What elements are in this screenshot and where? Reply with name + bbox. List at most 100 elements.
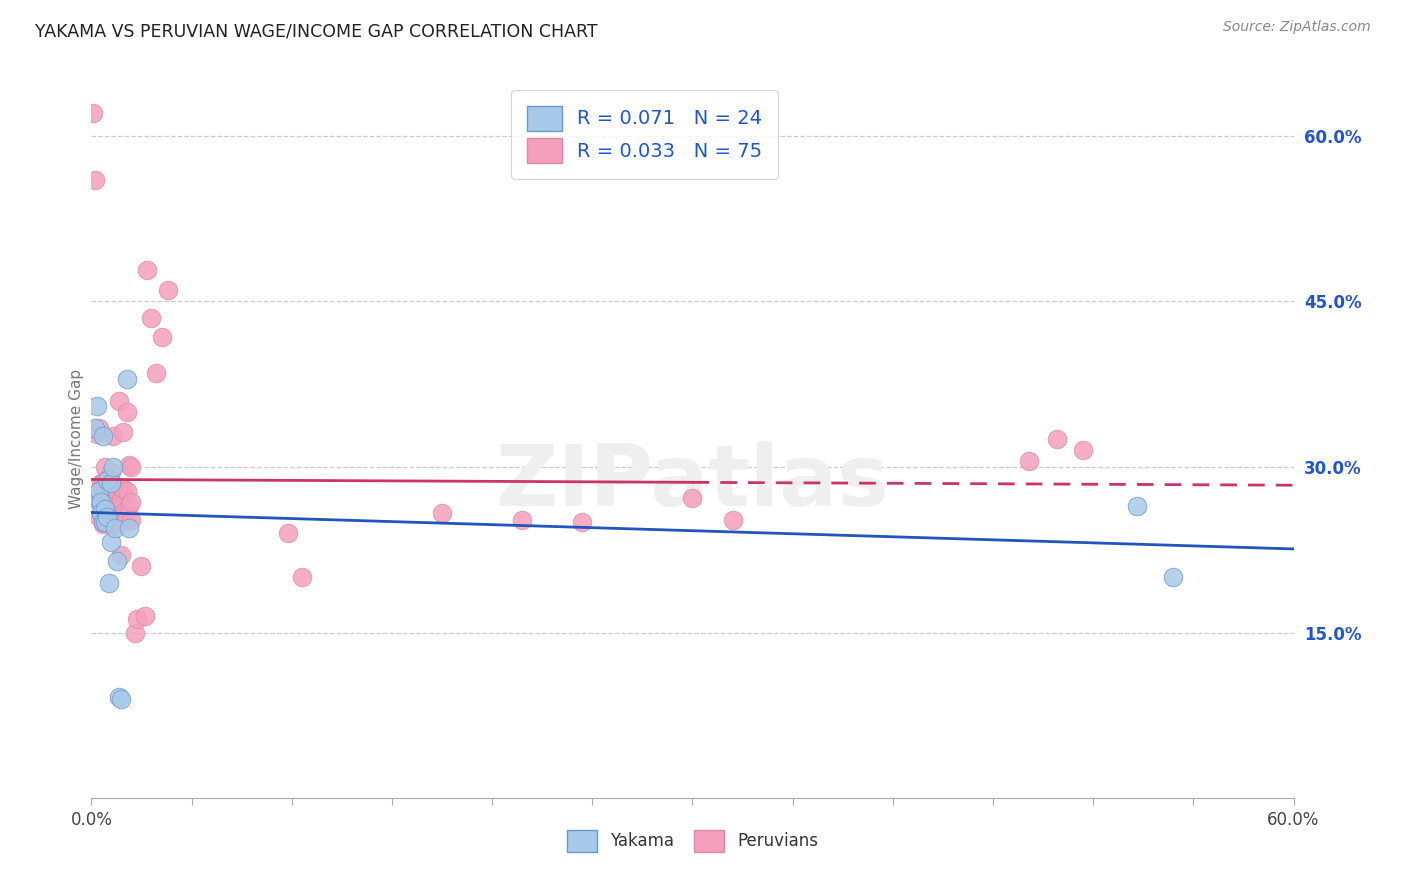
Point xyxy=(98,576,121,591)
Legend: Yakama, Peruvians: Yakama, Peruvians xyxy=(560,823,825,858)
Point xyxy=(94,502,117,516)
Point xyxy=(156,283,179,297)
Point xyxy=(100,476,122,491)
Point xyxy=(110,549,132,563)
Point xyxy=(94,482,117,496)
Point xyxy=(277,526,299,541)
Point xyxy=(571,515,593,529)
Point xyxy=(96,509,118,524)
Point xyxy=(98,471,121,485)
Point xyxy=(96,491,118,505)
Point xyxy=(104,517,127,532)
Point xyxy=(127,612,149,626)
Point xyxy=(89,509,111,524)
Point xyxy=(82,106,104,120)
Point xyxy=(141,310,163,325)
Point xyxy=(98,515,121,529)
Point xyxy=(104,495,127,509)
Point xyxy=(84,172,107,186)
Point xyxy=(100,535,122,549)
Point xyxy=(108,690,131,704)
Point xyxy=(430,506,453,520)
Point xyxy=(93,487,115,501)
Point xyxy=(104,480,127,494)
Point xyxy=(100,466,122,480)
Point xyxy=(103,515,125,529)
Text: YAKAMA VS PERUVIAN WAGE/INCOME GAP CORRELATION CHART: YAKAMA VS PERUVIAN WAGE/INCOME GAP CORRE… xyxy=(35,22,598,40)
Point xyxy=(100,480,122,494)
Point xyxy=(1071,443,1094,458)
Point xyxy=(96,482,118,496)
Point xyxy=(103,459,125,474)
Point xyxy=(114,504,136,518)
Point xyxy=(110,692,132,706)
Point xyxy=(90,495,112,509)
Point xyxy=(86,426,108,441)
Point xyxy=(112,482,135,496)
Point xyxy=(118,521,141,535)
Point xyxy=(93,517,115,532)
Text: ZIPatlas: ZIPatlas xyxy=(495,441,890,524)
Point xyxy=(96,513,118,527)
Point xyxy=(100,493,122,508)
Point xyxy=(93,499,115,513)
Point xyxy=(121,513,143,527)
Point xyxy=(84,421,107,435)
Point xyxy=(93,476,115,491)
Point xyxy=(89,487,111,501)
Point xyxy=(89,421,111,435)
Point xyxy=(1126,499,1149,513)
Point xyxy=(93,429,115,443)
Point xyxy=(94,513,117,527)
Point xyxy=(1018,454,1040,468)
Point xyxy=(103,429,125,443)
Point xyxy=(103,499,125,513)
Point xyxy=(721,513,744,527)
Point xyxy=(107,484,129,499)
Point xyxy=(510,513,533,527)
Point xyxy=(1046,433,1069,447)
Point xyxy=(100,517,122,532)
Point xyxy=(94,459,117,474)
Point xyxy=(108,513,131,527)
Point xyxy=(108,393,131,408)
Point xyxy=(117,371,139,385)
Point xyxy=(93,515,115,529)
Point xyxy=(134,609,156,624)
Point xyxy=(117,405,139,419)
Point xyxy=(90,476,112,491)
Point xyxy=(107,495,129,509)
Point xyxy=(110,480,132,494)
Point xyxy=(89,484,111,499)
Point xyxy=(150,329,173,343)
Point xyxy=(121,459,143,474)
Point xyxy=(100,502,122,516)
Point xyxy=(86,493,108,508)
Point xyxy=(98,487,121,501)
Point xyxy=(104,521,127,535)
Point xyxy=(96,473,118,487)
Point xyxy=(118,499,141,513)
Text: Source: ZipAtlas.com: Source: ZipAtlas.com xyxy=(1223,20,1371,34)
Point xyxy=(124,625,146,640)
Point xyxy=(110,493,132,508)
Point xyxy=(110,506,132,520)
Y-axis label: Wage/Income Gap: Wage/Income Gap xyxy=(69,369,84,509)
Point xyxy=(117,513,139,527)
Point xyxy=(98,502,121,516)
Point xyxy=(681,491,703,505)
Point xyxy=(117,484,139,499)
Point xyxy=(136,263,159,277)
Point xyxy=(107,513,129,527)
Point xyxy=(121,495,143,509)
Point xyxy=(112,425,135,439)
Point xyxy=(118,458,141,472)
Point xyxy=(94,515,117,529)
Point xyxy=(86,399,108,413)
Point xyxy=(1163,570,1185,584)
Point xyxy=(90,493,112,508)
Point xyxy=(90,506,112,520)
Point xyxy=(94,499,117,513)
Point xyxy=(90,506,112,520)
Point xyxy=(89,493,111,508)
